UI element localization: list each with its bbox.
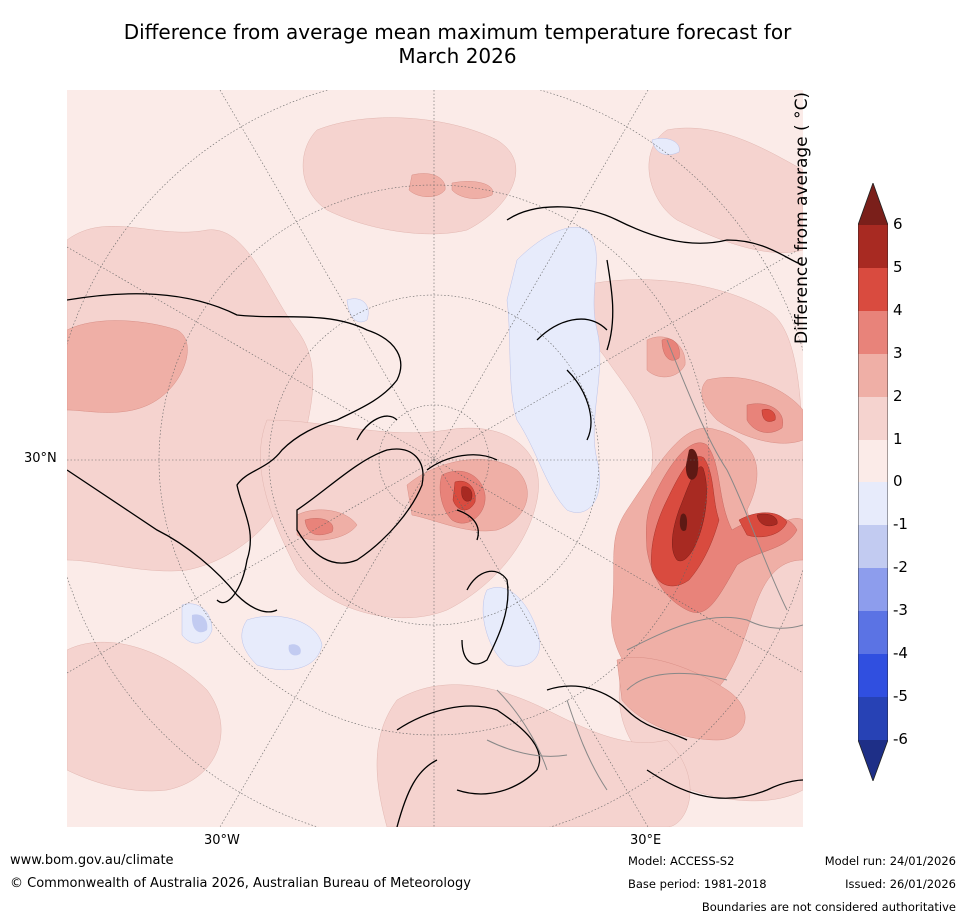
colorbar-tick-1: 1	[893, 430, 903, 448]
footer-copyright: © Commonwealth of Australia 2026, Austra…	[10, 876, 471, 891]
colorbar-tick-3: 3	[893, 344, 903, 362]
forecast-map	[67, 90, 803, 827]
colorbar-tick-m2: -2	[893, 558, 908, 576]
colorbar-tick-0: 0	[893, 472, 903, 490]
colorbar-m1-0	[858, 482, 888, 525]
footer-base-period: Base period: 1981-2018	[628, 877, 767, 891]
title-line-2: March 2026	[398, 44, 517, 68]
colorbar-tick-m4: -4	[893, 644, 908, 662]
country-borders	[486, 339, 803, 791]
graticule	[67, 90, 803, 827]
colorbar-tick-4: 4	[893, 301, 903, 319]
colorbar-m4-m3	[858, 611, 888, 654]
anomaly-over-6	[679, 448, 699, 531]
colorbar-5-6	[858, 225, 888, 268]
footer-issued: Issued: 26/01/2026	[845, 877, 956, 891]
coastlines	[67, 206, 803, 827]
lat-label-30n: 30°N	[24, 451, 57, 466]
colorbar-m2-m1	[858, 525, 888, 568]
colorbar	[858, 183, 888, 781]
colorbar-tick-m1: -1	[893, 515, 908, 533]
footer-model-run: Model run: 24/01/2026	[824, 854, 956, 868]
colorbar-label-wrap: Difference from average ( °C)	[792, 92, 944, 660]
lon-label-30w: 30°W	[204, 833, 240, 848]
lon-label-30e: 30°E	[630, 833, 662, 848]
title-line-1: Difference from average mean maximum tem…	[123, 20, 792, 44]
colorbar-tick-2: 2	[893, 387, 903, 405]
colorbar-tick-m5: -5	[893, 687, 908, 705]
colorbar-label: Difference from average ( °C)	[791, 91, 812, 344]
colorbar-tick-5: 5	[893, 258, 903, 276]
colorbar-0-1	[858, 440, 888, 482]
colorbar-1-2	[858, 397, 888, 440]
footer-model: Model: ACCESS-S2	[628, 854, 735, 868]
colorbar-m3-m2	[858, 568, 888, 611]
colorbar-tick-m6: -6	[893, 730, 908, 748]
map-title: Difference from average mean maximum tem…	[60, 20, 855, 68]
anomaly-minus-1-2	[191, 614, 301, 656]
footer-website: www.bom.gov.au/climate	[10, 853, 174, 868]
colorbar-m6-m5	[858, 697, 888, 740]
anomaly-minus-0-1	[181, 138, 680, 671]
colorbar-under-arrow	[858, 740, 888, 781]
colorbar-m5-m4	[858, 654, 888, 697]
footer-disclaimer: Boundaries are not considered authoritat…	[701, 900, 956, 914]
colorbar-tick-m3: -3	[893, 601, 908, 619]
colorbar-over-arrow	[858, 183, 888, 225]
colorbar-2-3	[858, 354, 888, 397]
colorbar-tick-6: 6	[893, 215, 903, 233]
colorbar-3-4	[858, 311, 888, 354]
colorbar-4-5	[858, 268, 888, 311]
